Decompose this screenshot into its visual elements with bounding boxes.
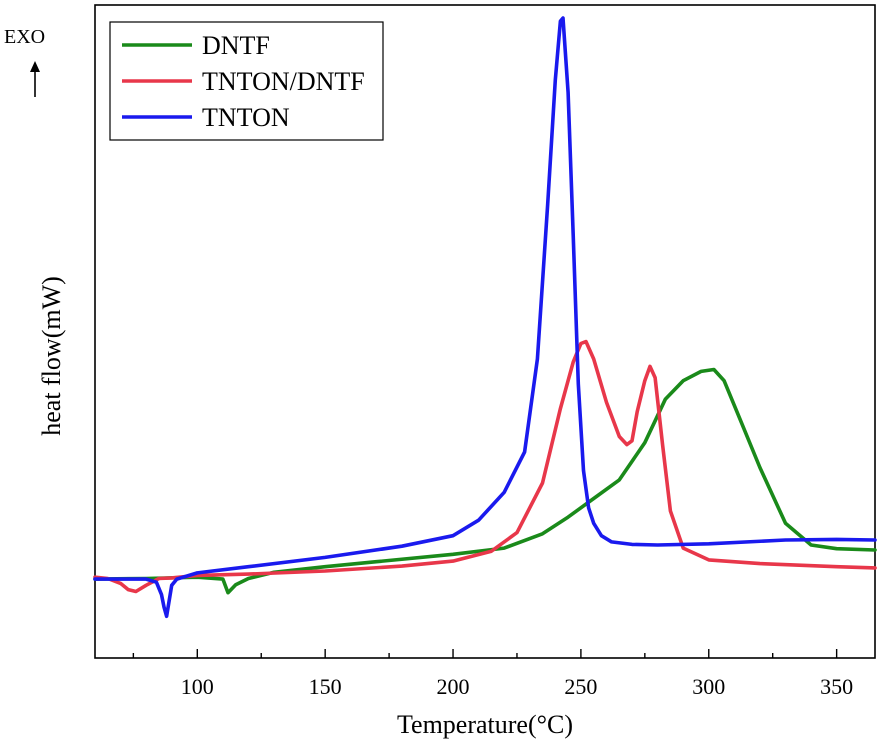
legend-label: TNTON bbox=[202, 103, 290, 132]
x-axis-title: Temperature(°C) bbox=[397, 710, 573, 739]
plot-frame bbox=[94, 4, 876, 659]
x-axis-ticks bbox=[132, 649, 838, 658]
series-line-tnton bbox=[93, 16, 877, 619]
x-tick-label: 100 bbox=[181, 674, 214, 699]
y-axis-title: heat flow(mW) bbox=[37, 276, 66, 436]
legend-label: DNTF bbox=[202, 31, 270, 60]
series-lines bbox=[93, 16, 877, 619]
x-tick-label: 150 bbox=[309, 674, 342, 699]
x-tick-label: 300 bbox=[692, 674, 725, 699]
exo-up-arrow-icon bbox=[30, 61, 40, 97]
x-axis-tick-labels: 100 150 200 250 300 350 bbox=[181, 674, 853, 699]
x-tick-label: 250 bbox=[564, 674, 597, 699]
x-tick-label: 200 bbox=[437, 674, 470, 699]
legend: DNTF TNTON/DNTF TNTON bbox=[109, 21, 384, 141]
exo-label: EXO bbox=[4, 26, 45, 48]
legend-label: TNTON/DNTF bbox=[202, 67, 365, 96]
x-tick-label: 350 bbox=[820, 674, 853, 699]
series-line-dntf bbox=[93, 367, 877, 595]
